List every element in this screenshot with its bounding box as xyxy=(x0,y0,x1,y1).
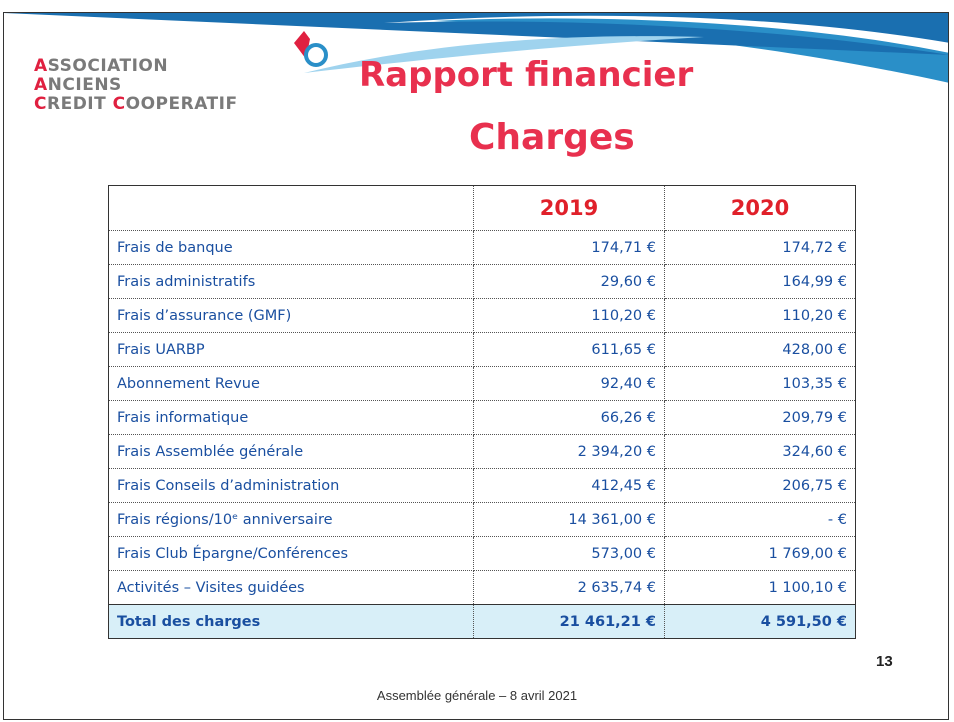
total-amount: 4 591,50 € xyxy=(664,604,856,639)
logo-line: ANCIENS xyxy=(34,75,122,95)
label-cell: Frais d’assurance (GMF) xyxy=(108,298,474,333)
label-cell: Abonnement Revue xyxy=(108,366,474,401)
logo-word: CREDIT xyxy=(34,94,107,114)
label-cell: Frais UARBP xyxy=(108,332,474,367)
amount-cell: 1 100,10 € xyxy=(664,570,856,605)
label-cell: Frais Club Épargne/Conférences xyxy=(108,536,474,571)
amount-cell: 174,72 € xyxy=(664,230,856,265)
logo-line: ASSOCIATION xyxy=(34,56,169,76)
table-row: Frais d’assurance (GMF) 110,20 €110,20 € xyxy=(108,298,856,333)
label-cell: Frais administratifs xyxy=(108,264,474,299)
total-label: Total des charges xyxy=(108,604,474,639)
table-row: Frais UARBP 611,65 €428,00 € xyxy=(108,332,856,367)
label-cell: Frais régions/10ᵉ anniversaire xyxy=(108,502,474,537)
amount-cell: 14 361,00 € xyxy=(473,502,665,537)
header-cell: 2019 xyxy=(473,185,665,231)
footer: Assemblée générale – 8 avril 2021 xyxy=(376,688,578,703)
amount-cell: 103,35 € xyxy=(664,366,856,401)
logo-line: CREDIT COOPERATIF xyxy=(34,95,238,114)
amount-cell: 174,71 € xyxy=(473,230,665,265)
table-row: Frais administratifs 29,60 €164,99 € xyxy=(108,264,856,299)
header-cell: 2020 xyxy=(664,185,856,231)
amount-cell: 66,26 € xyxy=(473,400,665,435)
subtitle: Charges xyxy=(469,117,635,158)
table-row: Frais Assemblée générale 2 394,20 €324,60… xyxy=(108,434,856,469)
header-swoosh xyxy=(4,13,948,83)
label-cell: Frais Assemblée générale xyxy=(108,434,474,469)
amount-cell: 2 394,20 € xyxy=(473,434,665,469)
logo-figure xyxy=(304,43,328,67)
header-cell xyxy=(108,185,474,231)
amount-cell: 412,45 € xyxy=(473,468,665,503)
swoosh-dark xyxy=(4,13,948,55)
table-row: Frais Club Épargne/Conférences 573,00 €1 … xyxy=(108,536,856,571)
amount-cell: 324,60 € xyxy=(664,434,856,469)
charges-table: 2019 2020 Frais de banque 174,71 €174,72 € F… xyxy=(108,185,856,639)
logo-word: COOPERATIF xyxy=(112,94,238,114)
table-row: Frais régions/10ᵉ anniversaire 14 361,00 … xyxy=(108,502,856,537)
title: Rapport financier xyxy=(359,55,694,95)
total-amount: 21 461,21 € xyxy=(473,604,665,639)
amount-cell: 1 769,00 € xyxy=(664,536,856,571)
amount-cell: 611,65 € xyxy=(473,332,665,367)
amount-cell: 2 635,74 € xyxy=(473,570,665,605)
amount-cell: 206,75 € xyxy=(664,468,856,503)
amount-cell: 209,79 € xyxy=(664,400,856,435)
label-cell: Frais informatique xyxy=(108,400,474,435)
label-cell: Frais Conseils d’administration xyxy=(108,468,474,503)
amount-cell: - € xyxy=(664,502,856,537)
swoosh-light xyxy=(304,36,704,73)
amount-cell: 164,99 € xyxy=(664,264,856,299)
amount-cell: 110,20 € xyxy=(473,298,665,333)
amount-cell: 29,60 € xyxy=(473,264,665,299)
table-row: Abonnement Revue 92,40 €103,35 € xyxy=(108,366,856,401)
amount-cell: 110,20 € xyxy=(664,298,856,333)
table-row: Frais de banque 174,71 €174,72 € xyxy=(108,230,856,265)
table-row: Activités – Visites guidées 2 635,74 €1 1… xyxy=(108,570,856,605)
slide: ASSOCIATION ANCIENS CREDIT COOPERATIF Ra… xyxy=(3,12,949,720)
total-row: Total des charges 21 461,21 €4 591,50 € xyxy=(108,604,856,639)
table-row: Frais informatique 66,26 €209,79 € xyxy=(108,400,856,435)
amount-cell: 92,40 € xyxy=(473,366,665,401)
page-number: 13 xyxy=(876,653,893,670)
header-row: 2019 2020 xyxy=(108,185,856,231)
table-row: Frais Conseils d’administration 412,45 €2… xyxy=(108,468,856,503)
label-cell: Activités – Visites guidées xyxy=(108,570,474,605)
amount-cell: 428,00 € xyxy=(664,332,856,367)
label-cell: Frais de banque xyxy=(108,230,474,265)
amount-cell: 573,00 € xyxy=(473,536,665,571)
logo: ASSOCIATION ANCIENS CREDIT COOPERATIF xyxy=(34,57,238,114)
